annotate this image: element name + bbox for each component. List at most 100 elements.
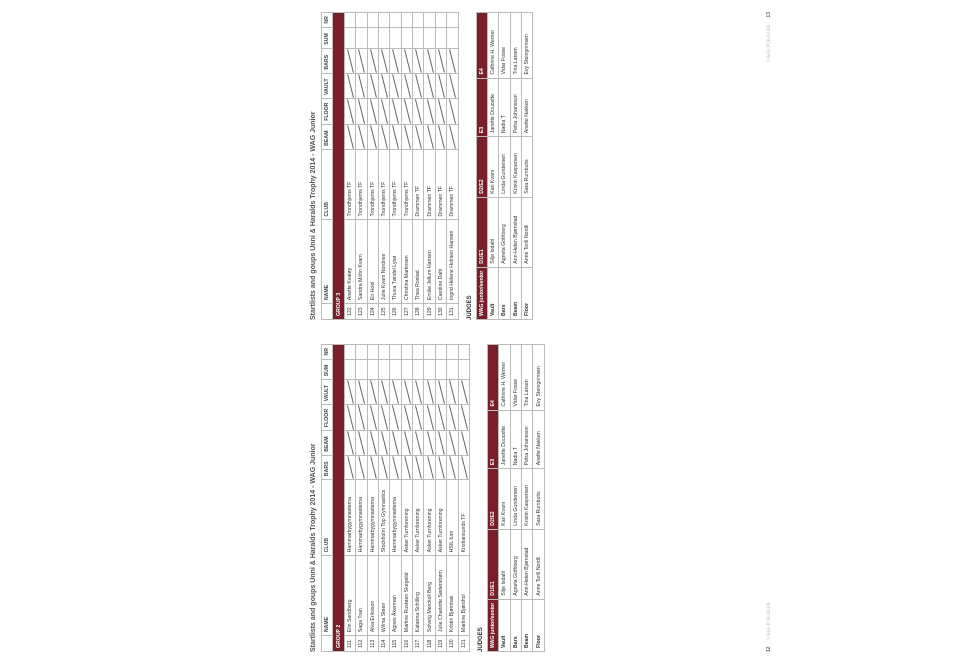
row-sum (424, 359, 435, 380)
table-row: 129Emilie Jellum HansenDrammen TF (424, 13, 435, 320)
judge-d2: Sara Rumbutis (533, 469, 544, 530)
score-cell (378, 99, 389, 125)
judges-header-row: WAG junior/senior D1/E1 D2/E2 E3 E4 (476, 13, 487, 320)
hdr-name: NAME (322, 556, 333, 636)
score-cell (356, 431, 367, 456)
judge-d1: Agneta Göthberg (499, 197, 510, 267)
row-nr (401, 13, 412, 28)
score-cell (356, 380, 367, 405)
row-name: Anette Kvaløy (344, 220, 355, 304)
score-cell (458, 405, 469, 431)
row-name: Thuva Tøndel Lysø (390, 220, 401, 304)
score-cell (367, 380, 378, 405)
hdr-blank (322, 304, 333, 320)
judge-row: BarsAgneta GöthbergLinda GundersenNadia … (499, 13, 510, 320)
score-cell (424, 431, 435, 456)
row-sum (401, 27, 412, 48)
score-cell (344, 73, 355, 98)
footer-brand-right: U&Hs POKALER (767, 24, 772, 61)
row-sum (447, 359, 458, 380)
row-sum (390, 27, 401, 48)
score-cell (413, 124, 424, 149)
row-club: Hammarbygymnasterna (344, 480, 355, 556)
page-num-right: 13 (766, 12, 772, 18)
score-cell (356, 124, 367, 149)
row-no: 125 (378, 304, 389, 320)
score-cell (458, 455, 469, 479)
table-row: 117Katarina SchillingAsker Turnforening (413, 345, 424, 652)
row-sum (401, 359, 412, 380)
judge-d1: Silje Isdahl (499, 529, 510, 599)
jhdr-d2: D2/E2 (476, 137, 487, 198)
jhdr-e4: E4 (476, 13, 487, 79)
group3-label-row: GROUP 3 (333, 13, 344, 320)
row-no: 131 (447, 304, 458, 320)
judges-label-right: JUDGES (467, 12, 473, 320)
row-sum (356, 27, 367, 48)
row-name: Katarina Schilling (413, 556, 424, 636)
row-sum (344, 359, 355, 380)
row-club: Trondhjems TF (378, 149, 389, 220)
judge-e3: Janette Doucette (487, 78, 498, 137)
row-name: Agnes Åkerman (390, 556, 401, 636)
score-cell (390, 73, 401, 98)
row-club: Stockholm Top Gymnastics (378, 480, 389, 556)
row-name: Christina Martinsen (401, 220, 412, 304)
score-cell (344, 99, 355, 125)
row-name: Kristin Bjørnbak (447, 556, 458, 636)
score-cell (435, 48, 446, 73)
judge-row: FloorAnne Torill NordliSara RumbutisAnet… (533, 345, 544, 652)
jhdr-e3: E3 (476, 78, 487, 137)
row-nr (367, 345, 378, 360)
row-no: 117 (413, 636, 424, 652)
score-cell (344, 380, 355, 405)
row-nr (424, 345, 435, 360)
hdr-beam: BEAM (322, 431, 333, 456)
row-nr (424, 13, 435, 28)
row-name: Martine Rustøen Skegelid (401, 556, 412, 636)
row-sum (435, 27, 446, 48)
judges-label-left: JUDGES (478, 344, 484, 652)
judge-e3: Petra Johansson (522, 410, 533, 469)
score-cell (356, 455, 367, 479)
hdr-sum: SUM (322, 359, 333, 380)
judge-d1: Silje Isdahl (487, 197, 498, 267)
row-nr (390, 13, 401, 28)
row-sum (424, 27, 435, 48)
row-club: Asker Turnforening (413, 480, 424, 556)
judge-e4: Tina Larsen (522, 345, 533, 411)
judge-row-label: Bars (499, 267, 510, 319)
jhdr-e3: E3 (487, 410, 498, 469)
row-club: HSIL turn (447, 480, 458, 556)
table-row: 113Alva ErikssonHammarbygymnasterna (367, 345, 378, 652)
table-row: 122Anette KvaløyTrondhjems TF (344, 13, 355, 320)
score-cell (447, 455, 458, 479)
row-name: Caroline Dahl (435, 220, 446, 304)
score-cell (447, 405, 458, 431)
table-row: 125Julie Kvam NordnesTrondhjems TF (378, 13, 389, 320)
score-cell (413, 380, 424, 405)
score-cell (435, 124, 446, 149)
row-nr (378, 13, 389, 28)
judge-d2: Kristin Kaspersen (522, 469, 533, 530)
row-no: 111 (344, 636, 355, 652)
hdr-vault: VAULT (322, 73, 333, 98)
hdr-bars: BARS (322, 455, 333, 479)
hdr-vault: VAULT (322, 380, 333, 405)
score-cell (435, 380, 446, 405)
jhdr-e4: E4 (487, 345, 498, 411)
judge-row-label: Floor (533, 599, 544, 651)
judge-e4: Vidar Fosse (499, 13, 510, 79)
score-cell (435, 455, 446, 479)
judge-e3: Nadia T (510, 410, 521, 469)
jhdr-d1: D1/E1 (487, 529, 498, 599)
jhdr-d1: D1/E1 (476, 197, 487, 267)
score-cell (390, 99, 401, 125)
score-cell (390, 124, 401, 149)
score-cell (435, 405, 446, 431)
row-sum (390, 359, 401, 380)
score-cell (424, 99, 435, 125)
row-nr (356, 345, 367, 360)
row-club: Trondhjems TF (367, 149, 378, 220)
hdr-sum: SUM (322, 27, 333, 48)
